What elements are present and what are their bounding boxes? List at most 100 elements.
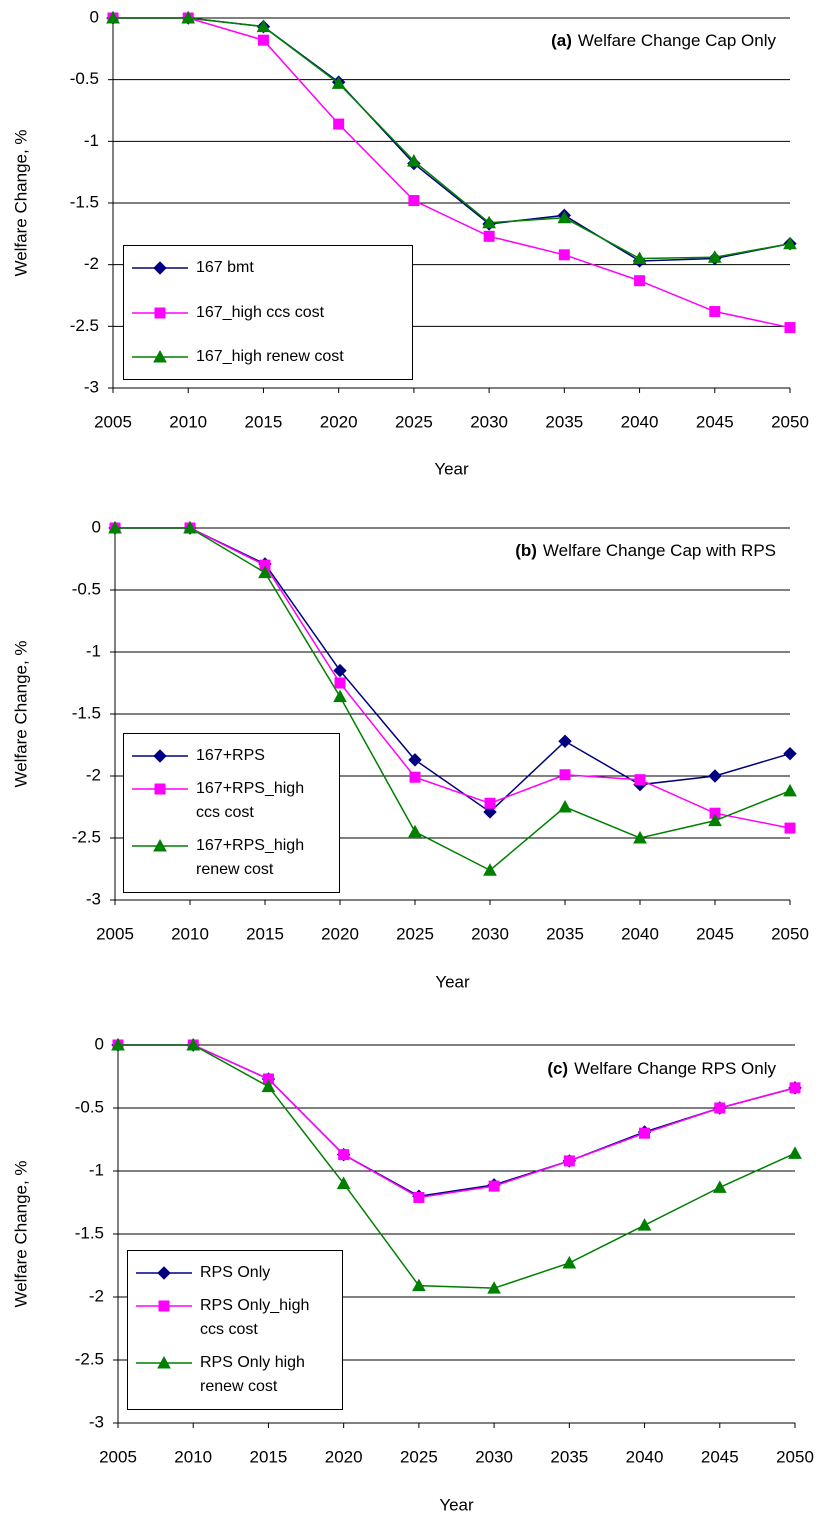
marker — [789, 1082, 801, 1094]
marker — [106, 10, 120, 24]
legend-entry: RPS Only — [134, 1261, 336, 1285]
x-axis-label: Year — [439, 1495, 474, 1514]
marker — [784, 322, 796, 334]
y-tick-label: -2 — [86, 765, 101, 784]
title: Welfare Change RPS Only — [574, 1059, 776, 1078]
marker — [559, 769, 571, 781]
x-tick-label: 2030 — [470, 412, 508, 431]
legend-symbol — [132, 261, 188, 275]
series-line — [113, 17, 791, 329]
legend-label: RPS Only high renew cost — [200, 1354, 305, 1395]
y-tick-label: -1 — [84, 131, 99, 150]
marker — [154, 307, 166, 318]
y-tick-label: -1.5 — [72, 703, 101, 722]
legend-label: 167_high renew cost — [196, 348, 344, 365]
x-tick-label: 2025 — [400, 1447, 438, 1466]
marker — [482, 215, 496, 229]
marker — [712, 1180, 727, 1193]
x-tick-label: 2010 — [169, 412, 207, 431]
marker — [154, 783, 166, 795]
x-axis-label: Year — [434, 459, 469, 478]
marker — [333, 663, 347, 678]
x-tick-label: 2015 — [246, 924, 284, 943]
x-tick-label: 2040 — [621, 412, 659, 431]
marker — [111, 1037, 125, 1051]
marker — [333, 689, 347, 703]
marker — [483, 863, 497, 876]
series-line — [113, 17, 791, 262]
x-tick-label: 2035 — [545, 412, 583, 431]
legend-entry: 167+RPS_high renew cost — [130, 834, 333, 882]
y-tick-label: -1 — [89, 1160, 104, 1179]
marker — [488, 1180, 500, 1192]
series-line — [118, 1044, 796, 1289]
title: Welfare Change Cap Only — [578, 31, 777, 50]
marker — [409, 771, 421, 783]
x-tick-label: 2045 — [701, 1447, 739, 1466]
marker — [157, 1355, 171, 1369]
x-tick-label: 2005 — [99, 1447, 137, 1466]
legend-label: 167+RPS_high renew cost — [196, 837, 305, 878]
marker — [258, 565, 272, 579]
legend-symbol — [136, 1300, 192, 1312]
legend-label: 167+RPS_high ccs cost — [196, 780, 305, 821]
x-tick-label: 2020 — [320, 412, 358, 431]
x-tick-label: 2010 — [174, 1447, 212, 1466]
x-tick-label: 2035 — [546, 924, 584, 943]
legend-label: 167_high ccs cost — [196, 303, 325, 321]
y-tick-label: -0.5 — [72, 579, 101, 598]
marker — [633, 830, 647, 844]
legend-entry: 167_high ccs cost — [130, 301, 406, 325]
marker — [783, 746, 797, 761]
marker — [563, 1155, 575, 1167]
legend-label: RPS Only — [200, 1264, 271, 1281]
x-tick-label: 2010 — [171, 924, 209, 943]
legend-entry: 167 bmt — [130, 256, 406, 280]
marker — [181, 10, 196, 24]
legend: RPS Only RPS Only_high ccs cost RPS Only h… — [127, 1250, 343, 1410]
marker — [108, 520, 122, 534]
marker — [407, 154, 421, 167]
y-tick-label: -0.5 — [70, 69, 99, 88]
y-tick-label: -1.5 — [75, 1223, 104, 1242]
marker — [331, 76, 346, 89]
x-tick-label: 2050 — [771, 924, 809, 943]
marker — [709, 306, 721, 318]
marker — [558, 734, 572, 748]
x-axis-label: Year — [435, 972, 470, 991]
panel-label: (c) — [547, 1059, 568, 1078]
x-tick-label: 2005 — [96, 924, 134, 943]
marker — [256, 19, 271, 33]
y-tick-label: -2.5 — [75, 1349, 104, 1368]
legend-symbol — [132, 307, 188, 318]
x-tick-label: 2030 — [471, 924, 509, 943]
marker — [632, 251, 647, 264]
marker — [784, 822, 796, 834]
y-tick-label: 0 — [92, 517, 101, 536]
marker — [562, 1255, 577, 1269]
x-tick-label: 2015 — [250, 1447, 288, 1466]
panel-label: (a) — [551, 31, 572, 50]
title: Welfare Change Cap with RPS — [543, 541, 776, 560]
marker — [634, 275, 646, 287]
marker — [714, 1102, 726, 1114]
marker — [557, 210, 572, 224]
x-tick-label: 2035 — [550, 1447, 588, 1466]
marker — [637, 1218, 652, 1231]
marker — [634, 774, 646, 786]
x-tick-label: 2050 — [771, 412, 809, 431]
x-tick-label: 2020 — [325, 1447, 363, 1466]
marker — [408, 824, 422, 838]
marker — [412, 1278, 426, 1292]
legend-entry: 167_high renew cost — [130, 345, 406, 369]
marker — [484, 797, 496, 809]
chart-title: (b) Welfare Change Cap with RPS — [515, 541, 776, 560]
marker — [153, 261, 167, 275]
marker — [183, 520, 197, 534]
y-tick-label: -1 — [86, 641, 101, 660]
marker — [408, 195, 420, 207]
x-tick-label: 2045 — [696, 412, 734, 431]
legend-entry: RPS Only high renew cost — [134, 1351, 336, 1399]
